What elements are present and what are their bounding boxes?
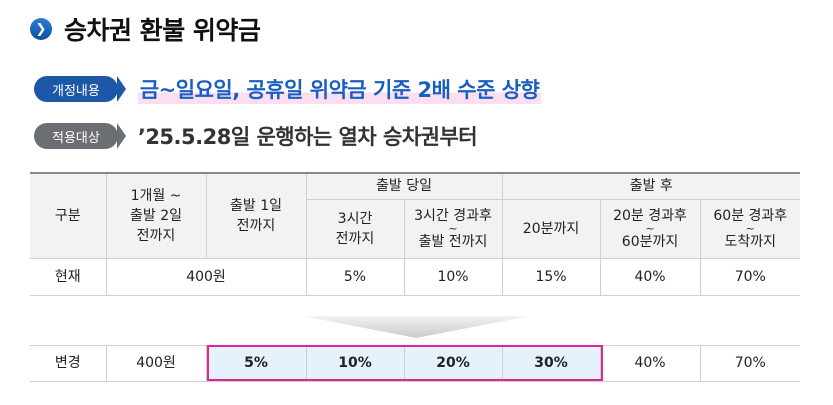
cell: 70% bbox=[699, 345, 800, 382]
cell-merged: 400원 bbox=[105, 258, 307, 296]
header-departure-day: 출발 당일 bbox=[305, 172, 503, 200]
cell-highlighted: 30% bbox=[501, 345, 601, 382]
cell: 40% bbox=[599, 258, 701, 296]
revision-row: 개정내용 금~일요일, 공휴일 위약금 기준 2배 수준 상향 bbox=[34, 74, 542, 104]
cell: 70% bbox=[699, 258, 801, 296]
header-20-to-60min: 20분 경과후 ~60분까지 bbox=[599, 199, 701, 259]
changed-fee-table: 변경 400원 5% 10% 20% 30% 40% 70% bbox=[30, 345, 800, 382]
row-label: 변경 bbox=[30, 345, 107, 382]
table-row-changed: 변경 400원 5% 10% 20% 30% 40% 70% bbox=[30, 345, 800, 382]
revision-text: 금~일요일, 공휴일 위약금 기준 2배 수준 상향 bbox=[137, 74, 542, 104]
cell: 5% bbox=[305, 258, 405, 296]
tag-arrow-icon bbox=[116, 76, 126, 102]
page-title: 승차권 환불 위약금 bbox=[64, 16, 261, 45]
header-3h-before: 3시간 전까지 bbox=[305, 199, 405, 259]
cell-highlighted: 10% bbox=[305, 345, 405, 382]
cell: 40% bbox=[599, 345, 701, 382]
cell: 10% bbox=[403, 258, 503, 296]
revision-tag: 개정내용 bbox=[34, 76, 118, 102]
target-row: 적용대상 ’25.5.28일 운행하는 열차 승차권부터 bbox=[34, 121, 478, 151]
header-3h-to-departure: 3시간 경과후 ~ 출발 전까지 bbox=[403, 199, 503, 259]
tag-arrow-icon bbox=[116, 123, 126, 149]
refund-fee-table: 구분 1개월 ~ 출발 2일 전까지 출발 1일 전까지 출발 당일 출발 후 3시간… bbox=[30, 172, 801, 296]
target-text: ’25.5.28일 운행하는 열차 승차권부터 bbox=[137, 125, 478, 149]
chevron-right-icon: ❯ bbox=[30, 18, 52, 40]
header-1day-before: 출발 1일 전까지 bbox=[205, 172, 307, 259]
table-row-current: 현재 400원 5% 10% 15% 40% 70% bbox=[30, 258, 801, 296]
header-after-departure: 출발 후 bbox=[501, 172, 801, 200]
page-title-row: ❯ 승차권 환불 위약금 bbox=[30, 12, 261, 46]
row-label: 현재 bbox=[30, 258, 107, 296]
header-within-20min: 20분까지 bbox=[501, 199, 601, 259]
cell-highlighted: 5% bbox=[205, 345, 307, 382]
cell-highlighted: 20% bbox=[403, 345, 503, 382]
cell: 400원 bbox=[105, 345, 207, 382]
header-60min-to-arrival: 60분 경과후 ~ 도착까지 bbox=[699, 199, 801, 259]
header-category: 구분 bbox=[30, 172, 107, 259]
header-1month-to-2days: 1개월 ~ 출발 2일 전까지 bbox=[105, 172, 207, 259]
down-arrow-icon bbox=[303, 316, 530, 338]
cell: 15% bbox=[501, 258, 601, 296]
target-tag: 적용대상 bbox=[34, 123, 118, 149]
